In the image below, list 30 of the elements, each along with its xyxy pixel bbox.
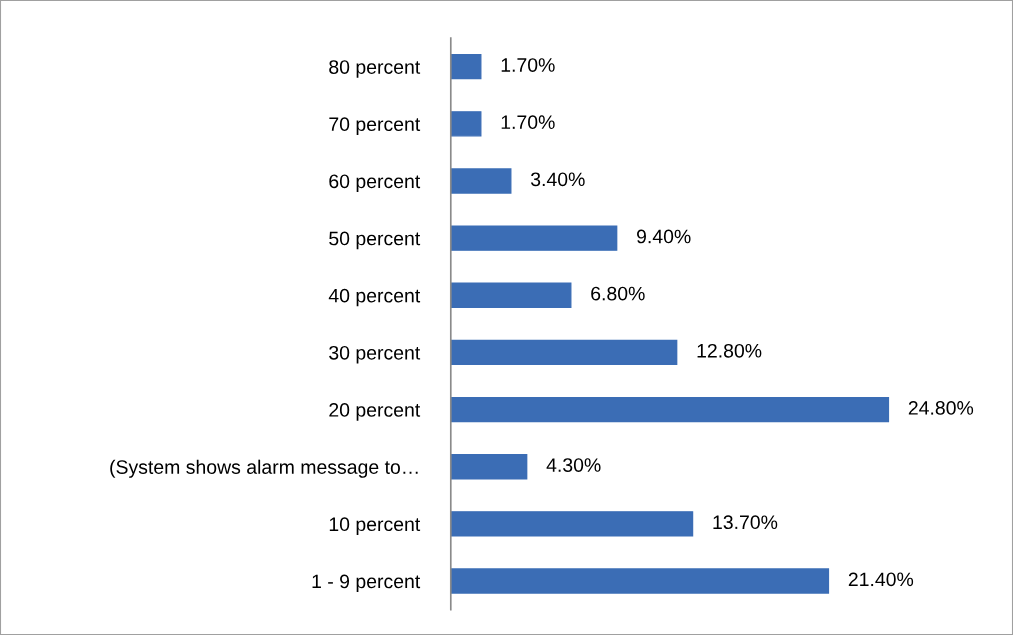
bar	[450, 396, 890, 423]
bar	[450, 111, 482, 137]
bar	[450, 53, 482, 80]
data-label: 3.40%	[530, 172, 585, 187]
bar	[450, 568, 830, 594]
data-label: 13.70%	[713, 515, 778, 530]
y-tick-label: 70 percent	[329, 117, 421, 135]
data-label: 1.70%	[501, 115, 555, 130]
y-tick-label: 40 percent	[328, 288, 421, 307]
y-tick-label: (System shows alarm message to…	[110, 459, 418, 478]
data-label: 6.80%	[591, 286, 645, 301]
data-label: 4.30%	[546, 458, 601, 472]
bar	[450, 282, 572, 308]
data-label: 9.40%	[637, 229, 691, 244]
bar	[450, 454, 528, 480]
data-label: 12.80%	[697, 343, 762, 358]
bar	[450, 225, 618, 251]
data-label: 24.80%	[908, 401, 974, 415]
y-tick-label: 1 - 9 percent	[312, 574, 421, 593]
y-tick-label: 20 percent	[329, 403, 421, 421]
bar	[450, 339, 678, 366]
y-tick-label: 50 percent	[329, 231, 421, 250]
data-label: 21.40%	[848, 572, 914, 587]
y-tick-label: 60 percent	[329, 174, 421, 193]
y-tick-label: 80 percent	[329, 60, 421, 78]
bar	[450, 511, 694, 537]
data-label: 1.70%	[501, 58, 555, 72]
y-tick-label: 10 percent	[329, 517, 421, 535]
bar	[450, 168, 512, 194]
y-tick-label: 30 percent	[329, 345, 421, 364]
